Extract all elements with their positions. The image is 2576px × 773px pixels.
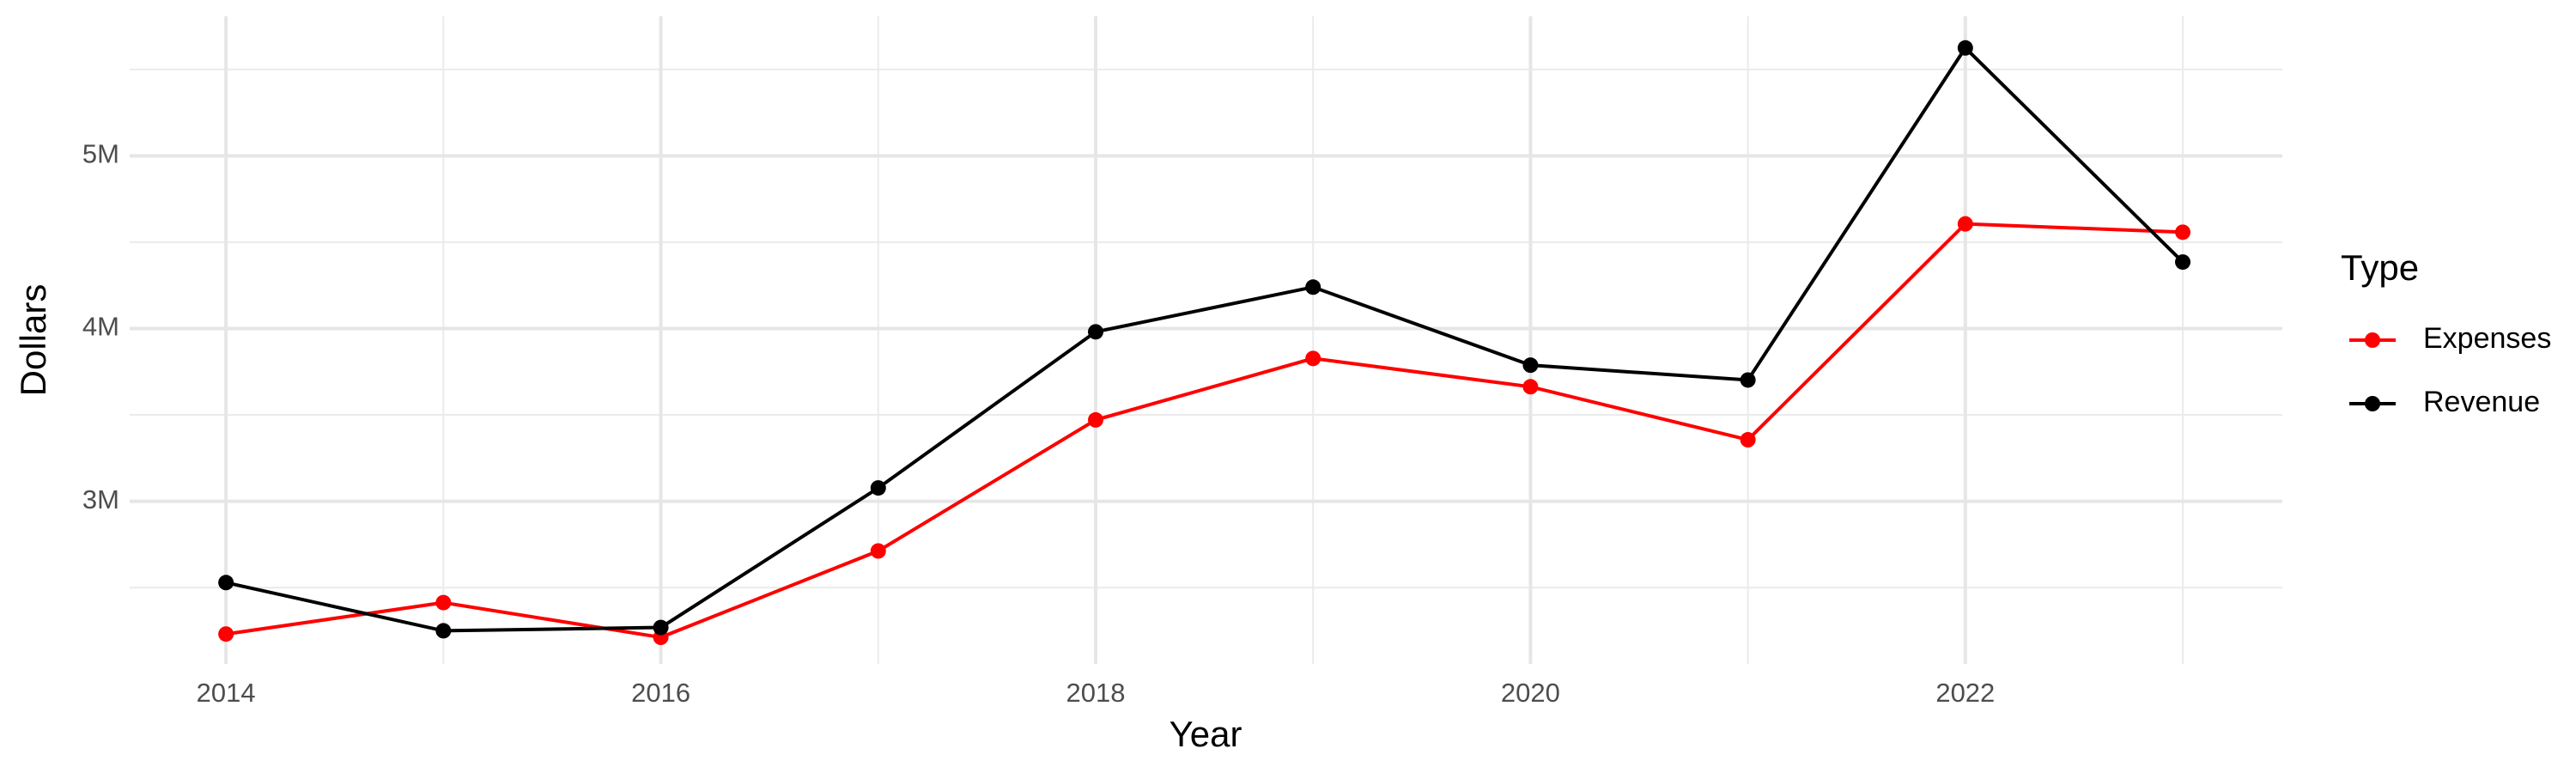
x-tick-label: 2022 xyxy=(1935,678,1995,708)
series-line xyxy=(225,222,2184,640)
legend-marker xyxy=(2365,396,2380,411)
legend-title: Type xyxy=(2341,247,2419,288)
x-axis-label: Year xyxy=(1170,714,1242,754)
legend-label: Expenses xyxy=(2423,322,2551,355)
point xyxy=(2175,224,2191,240)
point xyxy=(1087,324,1103,340)
point xyxy=(1305,350,1321,367)
y-tick-label: 5M xyxy=(82,139,119,169)
x-tick-label: 2018 xyxy=(1066,678,1126,708)
y-tick-label: 4M xyxy=(82,312,119,342)
point xyxy=(870,480,886,496)
y-tick-label: 3M xyxy=(82,484,119,514)
point xyxy=(870,543,886,559)
point xyxy=(1740,432,1756,448)
x-tick-label: 2020 xyxy=(1501,678,1560,708)
point xyxy=(435,623,452,639)
point xyxy=(218,626,234,642)
point xyxy=(1522,357,1539,374)
point xyxy=(1305,279,1321,295)
y-axis-label: Dollars xyxy=(13,284,53,397)
point xyxy=(1957,40,1973,56)
legend-marker xyxy=(2365,332,2380,348)
point xyxy=(653,619,669,636)
point xyxy=(218,575,234,591)
point xyxy=(1087,411,1103,428)
point xyxy=(435,594,452,611)
x-tick-label: 2014 xyxy=(197,678,256,708)
x-tick-label: 2016 xyxy=(631,678,690,708)
point xyxy=(2175,254,2191,271)
legend-label: Revenue xyxy=(2423,386,2540,418)
point xyxy=(1957,216,1973,232)
point xyxy=(1522,379,1539,395)
series-line xyxy=(225,45,2184,633)
point xyxy=(1740,372,1756,388)
